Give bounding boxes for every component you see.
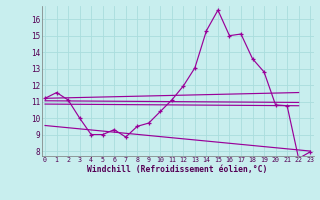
X-axis label: Windchill (Refroidissement éolien,°C): Windchill (Refroidissement éolien,°C) [87, 165, 268, 174]
